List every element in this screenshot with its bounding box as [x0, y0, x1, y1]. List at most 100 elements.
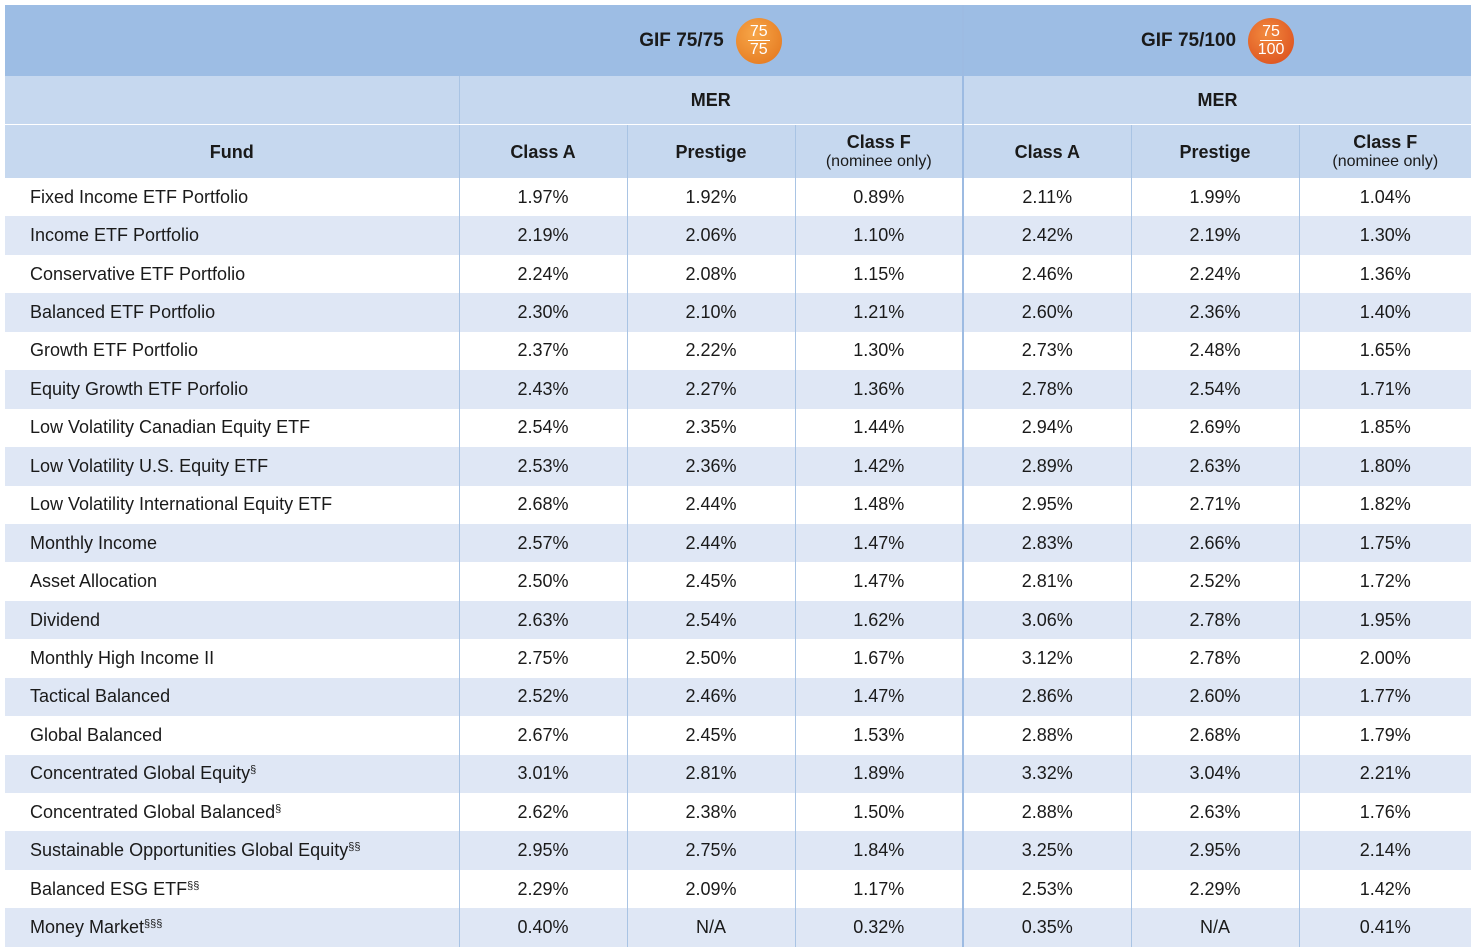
mer-cell: 2.78%: [1130, 600, 1300, 640]
fund-name: Monthly Income: [30, 532, 158, 553]
fund-name: Income ETF Portfolio: [30, 225, 200, 246]
table-head: GIF 75/75 75 75 GIF 75/100 75 100 MER MER Fund Cl…: [5, 5, 1471, 178]
mer-cell: 2.36%: [1130, 293, 1300, 332]
group-subtitle: MER: [458, 76, 964, 125]
mer-cell: 2.22%: [626, 331, 795, 371]
fund-name: Asset Allocation: [30, 571, 158, 592]
fund-row: Balanced ETF Portfolio 2.30% 2.10% 1.21% 2.6…: [5, 293, 1471, 332]
mer-cell: 2.57%: [458, 523, 627, 563]
fund-name: Global Balanced: [30, 724, 163, 745]
mer-cell: 1.04%: [1298, 178, 1471, 217]
fund-row: Monthly High Income II 2.75% 2.50% 1.67% 3.1…: [5, 639, 1471, 678]
fund-cell: Monthly High Income II: [5, 639, 459, 677]
mer-cell: 1.42%: [1298, 869, 1471, 909]
column-name: Class F: [846, 131, 911, 152]
fund-name: Sustainable Opportunities Global Equity: [30, 840, 349, 861]
fund-name: Conservative ETF Portfolio: [30, 263, 246, 284]
mer-cell: 2.63%: [458, 600, 627, 640]
fund-cell: Low Volatility U.S. Equity ETF: [5, 447, 459, 486]
fund-row: Balanced ESG ETF§§ 2.29% 2.09% 1.17% 2.53% 2.…: [5, 869, 1471, 909]
column-name: Class F: [1353, 131, 1418, 152]
column-name: Class A: [1014, 141, 1080, 162]
badge: 75 75: [735, 17, 782, 64]
mer-cell: 0.41%: [1298, 908, 1471, 947]
badge-top: 75: [1260, 23, 1282, 41]
mer-cell: 2.43%: [458, 370, 627, 409]
mer-cell: 1.21%: [794, 293, 964, 332]
badge: 75 100: [1248, 17, 1295, 64]
mer-cell: 2.37%: [458, 331, 627, 371]
mer-cell: 1.30%: [794, 331, 964, 371]
group-title-wrap: GIF 75/100 75 100: [1141, 17, 1295, 64]
mer-cell: 2.78%: [1130, 639, 1300, 678]
mer-cell: 1.95%: [1298, 600, 1471, 640]
mer-cell: 2.95%: [1130, 831, 1300, 870]
mer-cell: 2.83%: [962, 523, 1132, 563]
mer-cell: 2.50%: [626, 639, 795, 678]
mer-cell: 2.36%: [626, 447, 795, 486]
mer-cell: 1.77%: [1298, 677, 1471, 717]
fund-cell: Asset Allocation: [5, 562, 459, 600]
badge-bottom: 75: [749, 41, 768, 58]
mer-cell: 2.50%: [458, 562, 627, 601]
group-header: GIF 75/75 75 75: [459, 5, 964, 76]
fund-cell: Global Balanced: [5, 716, 459, 754]
mer-cell: 1.92%: [626, 178, 795, 217]
footnote-mark: §§§: [144, 918, 163, 931]
mer-cell: 2.78%: [962, 370, 1132, 409]
fund-name: Equity Growth ETF Porfolio: [30, 378, 249, 399]
mer-cell: 2.68%: [458, 485, 627, 524]
fund-cell: Conservative ETF Portfolio: [5, 255, 459, 293]
mer-cell: 0.40%: [458, 908, 627, 947]
mer-cell: 1.62%: [794, 600, 964, 640]
mer-cell: 3.12%: [962, 639, 1132, 678]
table-body: Fixed Income ETF Portfolio 1.97% 1.92% 0.89…: [5, 178, 1471, 947]
fund-name: Concentrated Global Equity: [30, 763, 251, 784]
mer-cell: 2.48%: [1130, 331, 1300, 371]
fund-cell: Monthly Income: [5, 523, 459, 563]
mer-cell: 2.29%: [458, 869, 627, 909]
mer-cell: 2.54%: [458, 408, 627, 448]
mer-cell: 2.24%: [1130, 254, 1300, 294]
mer-cell: 1.85%: [1298, 408, 1471, 448]
mer-cell: 2.88%: [962, 793, 1132, 832]
fund-cell: Concentrated Global Equity§: [5, 754, 459, 793]
mer-cell: 2.10%: [626, 293, 795, 332]
column-name: Prestige: [675, 141, 747, 162]
mer-cell: 2.81%: [962, 562, 1132, 601]
mer-cell: N/A: [1130, 908, 1300, 947]
mer-cell: 2.19%: [1130, 216, 1300, 255]
column-name: Prestige: [1179, 141, 1251, 162]
mer-cell: 2.73%: [962, 331, 1132, 371]
mer-cell: 2.53%: [962, 869, 1132, 909]
fund-name: Money Market: [30, 917, 145, 938]
mer-cell: 2.19%: [458, 216, 627, 255]
mer-cell: 2.54%: [626, 600, 795, 640]
mer-cell: 0.89%: [794, 178, 964, 217]
fund-name: Low Volatility International Equity ETF: [30, 494, 333, 515]
badge-bottom: 100: [1257, 41, 1285, 58]
mer-cell: 1.75%: [1298, 523, 1471, 563]
mer-cell: 2.46%: [962, 254, 1132, 294]
group-subtitle: MER: [962, 76, 1471, 125]
mer-cell: 2.52%: [458, 677, 627, 717]
mer-cell: 1.15%: [794, 254, 964, 294]
mer-cell: 2.09%: [626, 869, 795, 909]
mer-cell: 2.00%: [1298, 639, 1471, 678]
fund-row: Global Balanced 2.67% 2.45% 1.53% 2.88% 2.68%…: [5, 716, 1471, 755]
group-title: GIF 75/75: [639, 29, 724, 51]
fund-row: Sustainable Opportunities Global Equity§…: [5, 831, 1471, 870]
mer-cell: 2.66%: [1130, 523, 1300, 563]
fund-row: Low Volatility International Equity ETF 2…: [5, 485, 1471, 524]
fund-row: Equity Growth ETF Porfolio 2.43% 2.27% 1.36…: [5, 370, 1471, 409]
mer-cell: 2.71%: [1130, 485, 1300, 524]
fund-row: Low Volatility Canadian Equity ETF 2.54% 2…: [5, 408, 1471, 448]
mer-cell: 2.30%: [458, 293, 627, 332]
mer-cell: 2.68%: [1130, 716, 1300, 755]
mer-cell: 2.45%: [626, 716, 795, 755]
mer-cell: 0.35%: [962, 908, 1132, 947]
fund-row: Concentrated Global Balanced§ 2.62% 2.38% 1…: [5, 793, 1471, 832]
fund-row: Fixed Income ETF Portfolio 1.97% 1.92% 0.89…: [5, 178, 1471, 217]
footnote-mark: §: [275, 802, 282, 815]
fund-cell: Tactical Balanced: [5, 677, 459, 717]
